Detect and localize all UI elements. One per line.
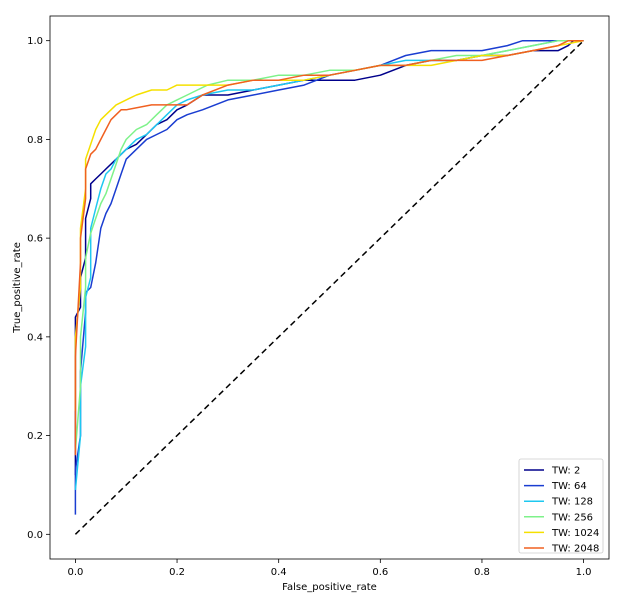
y-tick-label: 1.0	[27, 36, 43, 47]
chance-diagonal-line	[74, 40, 585, 535]
x-tick-label: 0.8	[474, 567, 490, 578]
x-tick-label: 0.0	[67, 567, 83, 578]
legend: TW: 2 TW: 64 TW: 128 TW: 256 TW: 1024 TW: 204…	[518, 458, 604, 555]
diagonal-layer	[74, 40, 585, 535]
legend-label-1: TW: 64	[551, 481, 587, 492]
x-axis-label: False_positive_rate	[282, 582, 377, 593]
y-tick-label: 0.4	[27, 332, 43, 343]
y-tick-label: 0.0	[27, 530, 43, 541]
series-line-4	[74, 39, 584, 411]
legend-label-2: TW: 128	[551, 497, 593, 508]
series-line-3	[74, 39, 584, 451]
series-line-1	[74, 39, 584, 515]
series-line-5	[74, 39, 584, 456]
x-tick-label: 1.0	[576, 567, 592, 578]
y-tick-label: 0.8	[27, 135, 43, 146]
plot-frame	[49, 15, 610, 560]
legend-label-4: TW: 1024	[551, 528, 599, 539]
x-tick-label: 0.6	[372, 567, 388, 578]
y-tick-label: 0.2	[27, 431, 43, 442]
legend-label-5: TW: 2048	[551, 544, 599, 555]
legend-box	[518, 458, 604, 554]
series-layer	[74, 39, 584, 515]
x-tick-label: 0.2	[169, 567, 185, 578]
y-tick-label: 0.6	[27, 234, 43, 245]
y-axis-label: True_positive_rate	[12, 242, 23, 334]
legend-label-3: TW: 256	[551, 512, 593, 523]
x-tick-label: 0.4	[271, 567, 287, 578]
legend-label-0: TW: 2	[551, 466, 580, 477]
x-ticks: 0.0 0.2 0.4 0.6 0.8 1.0	[67, 559, 592, 578]
y-ticks: 0.0 0.2 0.4 0.6 0.8 1.0	[27, 36, 50, 541]
